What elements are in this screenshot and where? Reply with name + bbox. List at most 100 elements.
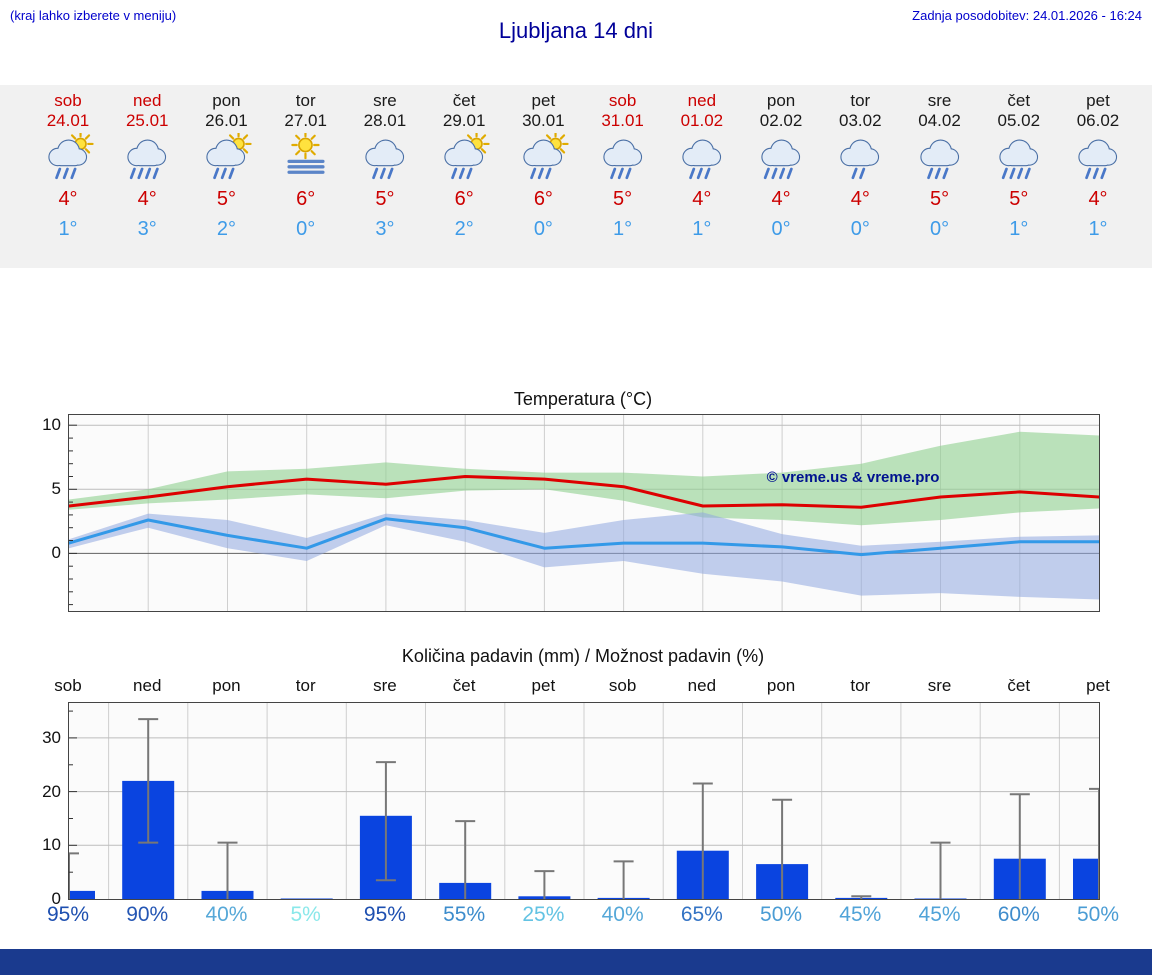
- day-name: sre: [927, 91, 952, 110]
- day-column: sob 24.01 4° 1°: [26, 85, 110, 268]
- precip-probability-label: 25%: [522, 903, 565, 926]
- day-temp-max: 6°: [296, 188, 316, 210]
- footer-bar: [0, 949, 1152, 975]
- precip-probability-label: 60%: [997, 903, 1040, 926]
- day-name: pon: [212, 91, 241, 110]
- weather-icon-wrap: [898, 133, 982, 187]
- day-date: 29.01: [442, 111, 486, 130]
- precip-probability-label: 40%: [205, 903, 248, 926]
- precip-day-label: pon: [212, 676, 241, 695]
- y-axis-tick-label: 5: [51, 479, 61, 499]
- day-temp-max: 5°: [375, 188, 395, 210]
- day-temp-max: 4°: [58, 188, 78, 210]
- y-axis-tick-label: 0: [51, 889, 61, 908]
- day-date: 03.02: [839, 111, 882, 130]
- max-temperature-line: [67, 475, 1101, 509]
- precipitation-bar: [280, 898, 333, 899]
- day-name: pet: [531, 91, 556, 110]
- day-name: čet: [452, 91, 476, 110]
- chart-watermark: © vreme.us & vreme.pro: [767, 469, 940, 486]
- sun-cloud-rain-icon: [48, 130, 94, 180]
- precip-day-label: sob: [608, 676, 637, 695]
- weather-icon-wrap: [105, 133, 189, 187]
- day-date: 24.01: [46, 111, 90, 130]
- cloud-rain-heavy-icon: [999, 139, 1038, 180]
- forecast-day-strip: sob 24.01 4° 1° ned 25.01 4° 3° pon 26.01 5° 2° tor 2…: [0, 85, 1152, 268]
- precip-probability-label: 55%: [443, 903, 486, 926]
- min-temperature-line: [67, 517, 1101, 557]
- precip-day-label: ned: [133, 676, 162, 695]
- page-title: Ljubljana 14 dni: [498, 18, 654, 43]
- weather-icon-wrap: [264, 130, 348, 187]
- precip-day-label: sob: [54, 676, 82, 695]
- day-column: ned 01.02 4° 1°: [660, 85, 744, 268]
- precip-probability-label: 95%: [46, 903, 90, 926]
- weather-icon-wrap: [184, 130, 268, 187]
- day-name: sre: [373, 91, 397, 110]
- day-temp-min: 3°: [137, 218, 157, 240]
- weather-icon-wrap: [818, 133, 902, 187]
- day-column: pon 26.01 5° 2°: [184, 85, 268, 268]
- precip-probability-label: 90%: [126, 903, 169, 926]
- weather-icon-wrap: [977, 133, 1061, 187]
- y-axis-tick-label: 10: [42, 835, 61, 855]
- day-name: pet: [1086, 91, 1110, 110]
- cloud-rain-icon: [919, 139, 959, 180]
- precipitation-probability-row: 95% 90% 40% 5% 95% 55% 25% 40% 65% 50% 45% 45% 60% 50…: [0, 903, 1152, 933]
- day-temp-max: 4°: [850, 188, 870, 210]
- day-temp-max: 6°: [454, 188, 474, 210]
- cloud-rain-icon: [365, 139, 405, 180]
- day-temp-min: 0°: [296, 218, 316, 240]
- precip-day-label: sre: [927, 676, 952, 695]
- precip-day-label: ned: [687, 676, 717, 695]
- weather-icon-wrap: [343, 133, 427, 187]
- precip-day-label: tor: [295, 676, 316, 695]
- day-date: 01.02: [680, 111, 724, 130]
- day-temp-min: 0°: [929, 218, 950, 240]
- day-temp-min: 0°: [533, 218, 553, 240]
- precip-probability-label: 50%: [1076, 903, 1120, 926]
- day-column: pet 30.01 6° 0°: [501, 85, 585, 268]
- precip-day-label: tor: [850, 676, 871, 695]
- day-temp-min: 0°: [850, 218, 870, 240]
- max-temperature-range-band: [69, 431, 1099, 526]
- day-name: sob: [608, 91, 637, 110]
- menu-hint: (kraj lahko izberete v meniju): [10, 8, 177, 23]
- precipitation-bar: [43, 890, 95, 899]
- precip-day-label: sre: [373, 676, 397, 695]
- precipitation-plot: [43, 703, 1125, 899]
- day-temp-max: 4°: [137, 188, 157, 210]
- cloud-rain-heavy-icon: [761, 139, 801, 180]
- day-date: 28.01: [363, 111, 407, 130]
- precip-day-label: pet: [1086, 676, 1110, 695]
- temperature-plot: © vreme.us & vreme.pro: [67, 415, 1101, 611]
- y-axis-tick-label: 20: [42, 781, 61, 801]
- day-column: sob 31.01 5° 1°: [581, 85, 665, 268]
- min-temperature-range-band: [69, 512, 1099, 600]
- precip-day-label: čet: [1007, 676, 1031, 695]
- day-name: tor: [295, 91, 316, 110]
- day-name: čet: [1007, 91, 1031, 110]
- day-temp-min: 2°: [454, 218, 474, 240]
- weather-icon-wrap: [581, 133, 665, 187]
- sun-fog-icon: [287, 130, 325, 174]
- precip-probability-label: 50%: [760, 903, 803, 926]
- precipitation-day-labels: sob ned pon tor sre čet pet sob ned pon tor sre čet p…: [0, 676, 1152, 702]
- sun-cloud-rain-icon: [206, 130, 253, 180]
- day-name: pon: [766, 91, 796, 110]
- temperature-chart: © vreme.us & vreme.pro 0 5 10: [42, 414, 1101, 612]
- day-date: 31.01: [601, 111, 644, 130]
- day-temp-min: 1°: [613, 218, 633, 240]
- weather-icon-wrap: [660, 133, 744, 187]
- day-name: ned: [133, 91, 162, 110]
- day-name: tor: [850, 91, 871, 110]
- y-axis-tick-label: 30: [42, 727, 61, 747]
- day-temp-max: 5°: [929, 188, 950, 210]
- day-column: tor 03.02 4° 0°: [818, 85, 902, 268]
- day-temp-min: 2°: [216, 218, 237, 240]
- day-column: pon 02.02 4° 0°: [739, 85, 823, 268]
- cloud-rain-icon: [682, 139, 721, 180]
- day-name: sob: [54, 91, 82, 110]
- precip-probability-label: 45%: [918, 903, 961, 926]
